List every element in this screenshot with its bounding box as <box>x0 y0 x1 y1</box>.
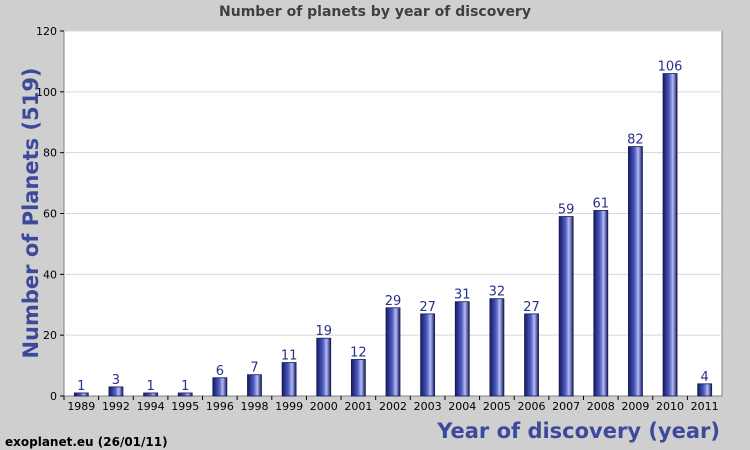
bar-2005 <box>489 298 505 397</box>
x-tick-label-2008: 2008 <box>587 400 615 413</box>
y-tick-label: 80 <box>43 147 57 160</box>
x-tick-label-2010: 2010 <box>656 400 684 413</box>
bar-2002 <box>385 307 401 397</box>
data-label-1992: 3 <box>112 373 120 388</box>
gridlines <box>64 30 722 336</box>
x-tick-label-2007: 2007 <box>552 400 580 413</box>
y-axis-ticks: 0 20 40 60 80 100 120 <box>36 25 64 403</box>
bar-2004 <box>454 301 470 397</box>
x-tick-label-2005: 2005 <box>483 400 511 413</box>
data-label-2000: 19 <box>315 324 332 339</box>
x-axis-ticks: 1989 1992 1994 1995 1996 1998 1999 2000 2001 2002… <box>63 396 719 413</box>
bar-1995 <box>177 392 193 397</box>
bar-2003 <box>420 313 436 397</box>
data-label-1989: 1 <box>77 379 85 394</box>
data-label-2001: 12 <box>350 346 367 361</box>
x-axis-label: Year of discovery (year) <box>436 419 720 443</box>
chart-title: Number of planets by year of discovery <box>219 4 531 20</box>
y-axis-label: Number of Planets (519) <box>19 67 43 358</box>
y-tick-label: 100 <box>36 86 57 99</box>
x-tick-label-2002: 2002 <box>379 400 407 413</box>
y-tick-label: 60 <box>43 208 57 221</box>
data-label-2008: 61 <box>593 196 610 211</box>
data-label-1998: 7 <box>250 361 258 376</box>
x-tick-label-2000: 2000 <box>310 400 338 413</box>
bar-2009 <box>628 146 643 397</box>
x-tick-label-2001: 2001 <box>344 400 372 413</box>
x-tick-label-1992: 1992 <box>102 400 130 413</box>
bar-1998 <box>247 374 262 397</box>
data-label-2003: 27 <box>419 300 436 315</box>
bar-2000 <box>316 337 332 397</box>
data-label-2007: 59 <box>558 203 575 218</box>
x-tick-label-2011: 2011 <box>691 400 719 413</box>
x-tick-label-1998: 1998 <box>240 400 268 413</box>
x-tick-label-2009: 2009 <box>621 400 649 413</box>
bar-2001 <box>350 359 366 397</box>
data-label-2002: 29 <box>385 294 402 309</box>
bar-2008 <box>593 210 609 397</box>
x-tick-label-1994: 1994 <box>137 400 165 413</box>
data-label-2006: 27 <box>523 300 540 315</box>
data-label-2009: 82 <box>627 133 644 148</box>
bar-1992 <box>108 386 124 397</box>
data-label-1994: 1 <box>146 379 154 394</box>
data-label-2010: 106 <box>658 60 683 75</box>
x-tick-label-2004: 2004 <box>448 400 476 413</box>
bar-1996 <box>212 377 228 397</box>
data-label-2011: 4 <box>701 370 709 385</box>
bar-2011 <box>697 383 713 397</box>
data-label-2005: 32 <box>489 285 506 300</box>
data-label-1996: 6 <box>216 364 224 379</box>
y-tick-label: 20 <box>43 329 57 342</box>
bar-1999 <box>281 362 297 397</box>
y-tick-label: 120 <box>36 25 57 38</box>
bar-1994 <box>143 392 158 397</box>
x-tick-label-1999: 1999 <box>275 400 303 413</box>
bar-2010 <box>662 73 678 397</box>
data-label-1995: 1 <box>181 379 189 394</box>
y-tick-label: 0 <box>50 390 57 403</box>
data-label-2004: 31 <box>454 288 471 303</box>
bar-2006 <box>524 313 539 397</box>
x-tick-label-1995: 1995 <box>171 400 199 413</box>
x-tick-label-2006: 2006 <box>518 400 546 413</box>
x-tick-label-1996: 1996 <box>206 400 234 413</box>
y-tick-label: 40 <box>43 268 57 281</box>
bar-1989 <box>73 392 89 397</box>
x-tick-label-1989: 1989 <box>67 400 95 413</box>
source-credit: exoplanet.eu (26/01/11) <box>5 435 168 449</box>
data-label-1999: 11 <box>281 349 298 364</box>
bar-2007 <box>558 216 574 397</box>
x-tick-label-2003: 2003 <box>414 400 442 413</box>
